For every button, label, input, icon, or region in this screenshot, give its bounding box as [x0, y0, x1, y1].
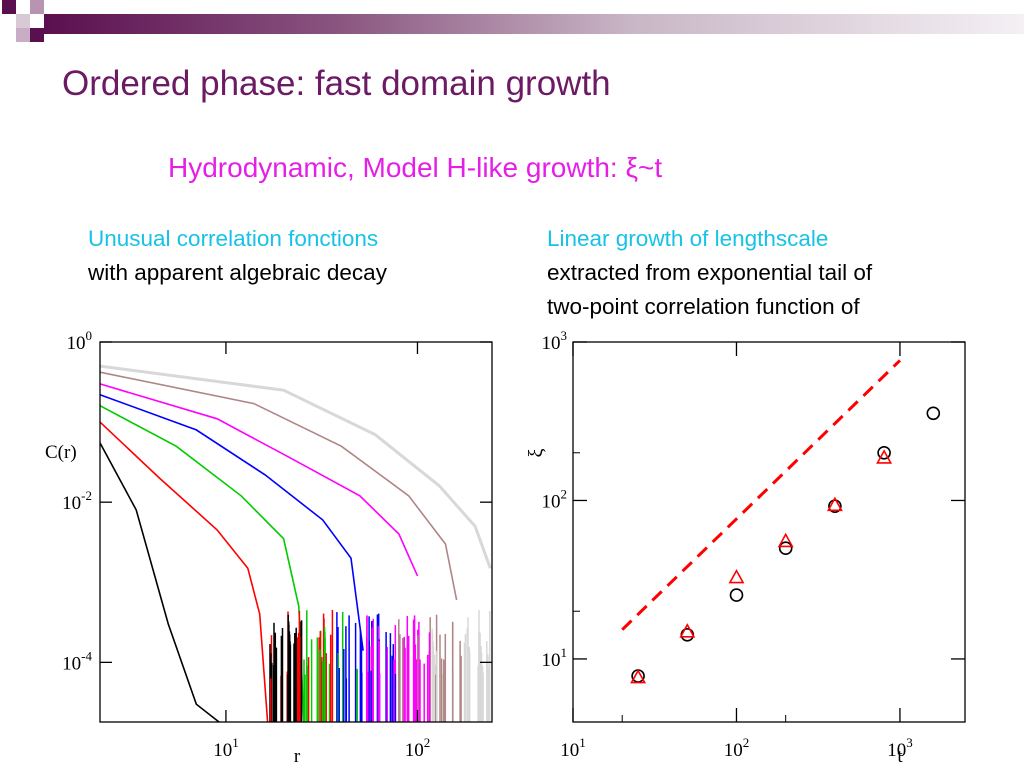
- y-tick-label-base: 10: [542, 333, 561, 354]
- y-tick-label: 103: [542, 328, 568, 354]
- slide-subtitle: Hydrodynamic, Model H-like growth: ξ~t: [168, 152, 663, 183]
- left-caption-highlight: Unusual correlation fonctions: [88, 226, 379, 251]
- correlation-series-4: [99, 393, 364, 651]
- y-tick-label-exponent: 0: [86, 328, 93, 343]
- data-point-triangle: [679, 623, 696, 638]
- y-tick-label-exponent: -2: [81, 488, 92, 503]
- right-caption-highlight: Linear growth of lengthscale: [547, 226, 829, 251]
- y-tick-label-base: 10: [542, 491, 561, 512]
- plot-frame: [572, 341, 966, 723]
- correlation-series-1: [99, 442, 220, 723]
- y-axis-label: ξ: [525, 448, 547, 457]
- y-tick-label-base: 10: [62, 653, 81, 674]
- x-tick-label: 101: [213, 735, 239, 761]
- y-tick-label-exponent: -4: [81, 648, 92, 663]
- y-tick-label-base: 10: [67, 333, 86, 354]
- left-caption-line: with apparent algebraic decay: [88, 260, 387, 285]
- y-tick-label-base: 10: [62, 493, 81, 514]
- x-tick-label-exponent: 1: [232, 735, 239, 750]
- correlation-series-5: [99, 383, 419, 577]
- x-axis-label: t: [897, 746, 903, 767]
- data-point-triangle: [630, 668, 647, 684]
- correlation-series-7: [99, 364, 492, 569]
- data-point-circle: [778, 541, 793, 555]
- y-tick-label: 100: [67, 328, 93, 354]
- data-point-triangle: [777, 532, 794, 548]
- correlation-series-6: [99, 371, 458, 601]
- data-point-circle: [877, 446, 891, 460]
- y-tick-label: 102: [542, 486, 568, 512]
- x-tick-label-base: 10: [405, 740, 424, 761]
- y-tick-label: 10-4: [62, 648, 92, 674]
- correlation-series-2: [99, 421, 269, 723]
- x-tick-label-base: 10: [724, 740, 743, 761]
- decor-square: [2, 0, 16, 14]
- x-tick-label-exponent: 1: [579, 735, 586, 750]
- noise-tail: [269, 610, 491, 722]
- y-tick-label-exponent: 3: [561, 328, 568, 343]
- y-tick-label-exponent: 2: [561, 486, 568, 501]
- y-tick-label: 101: [542, 645, 568, 671]
- right-caption-line: extracted from exponential tail of: [547, 260, 873, 285]
- left-caption: Unusual correlation fonctions with appar…: [88, 222, 387, 290]
- data-point-triangle: [728, 568, 745, 584]
- x-tick-label-base: 10: [213, 740, 232, 761]
- x-tick-label-base: 10: [560, 740, 579, 761]
- decor-square: [16, 28, 30, 42]
- x-tick-label: 102: [405, 735, 431, 761]
- data-point-circle: [828, 499, 842, 513]
- x-tick-label-base: 10: [887, 740, 906, 761]
- data-point-circle: [926, 406, 941, 421]
- data-point-triangle: [826, 496, 843, 512]
- x-tick-label: 103: [887, 735, 913, 761]
- plot-frame: [99, 341, 493, 723]
- data-point-triangle: [876, 449, 893, 464]
- y-tick-label: 10-2: [62, 488, 92, 514]
- x-tick-label: 102: [724, 735, 750, 761]
- header-decoration: [0, 0, 1024, 50]
- right-caption: Linear growth of lengthscale extracted f…: [547, 222, 872, 324]
- data-point-circle: [729, 588, 744, 602]
- decor-square: [30, 0, 44, 14]
- slide-title: Ordered phase: fast domain growth: [62, 64, 611, 103]
- header-gradient-bar: [44, 14, 1024, 34]
- right-caption-line: two-point correlation function of: [547, 294, 860, 319]
- x-axis-label: r: [294, 746, 301, 767]
- decor-square: [16, 14, 30, 28]
- reference-dashed-line: [621, 359, 901, 631]
- data-point-circle: [680, 627, 695, 642]
- y-axis-label: C(r): [45, 442, 77, 463]
- x-tick-label-exponent: 2: [424, 735, 431, 750]
- y-tick-label-exponent: 1: [561, 645, 568, 660]
- x-tick-label-exponent: 3: [906, 735, 913, 750]
- x-tick-label-exponent: 2: [743, 735, 750, 750]
- decor-square: [30, 28, 44, 42]
- y-tick-label-base: 10: [542, 650, 561, 671]
- x-tick-label: 101: [560, 735, 586, 761]
